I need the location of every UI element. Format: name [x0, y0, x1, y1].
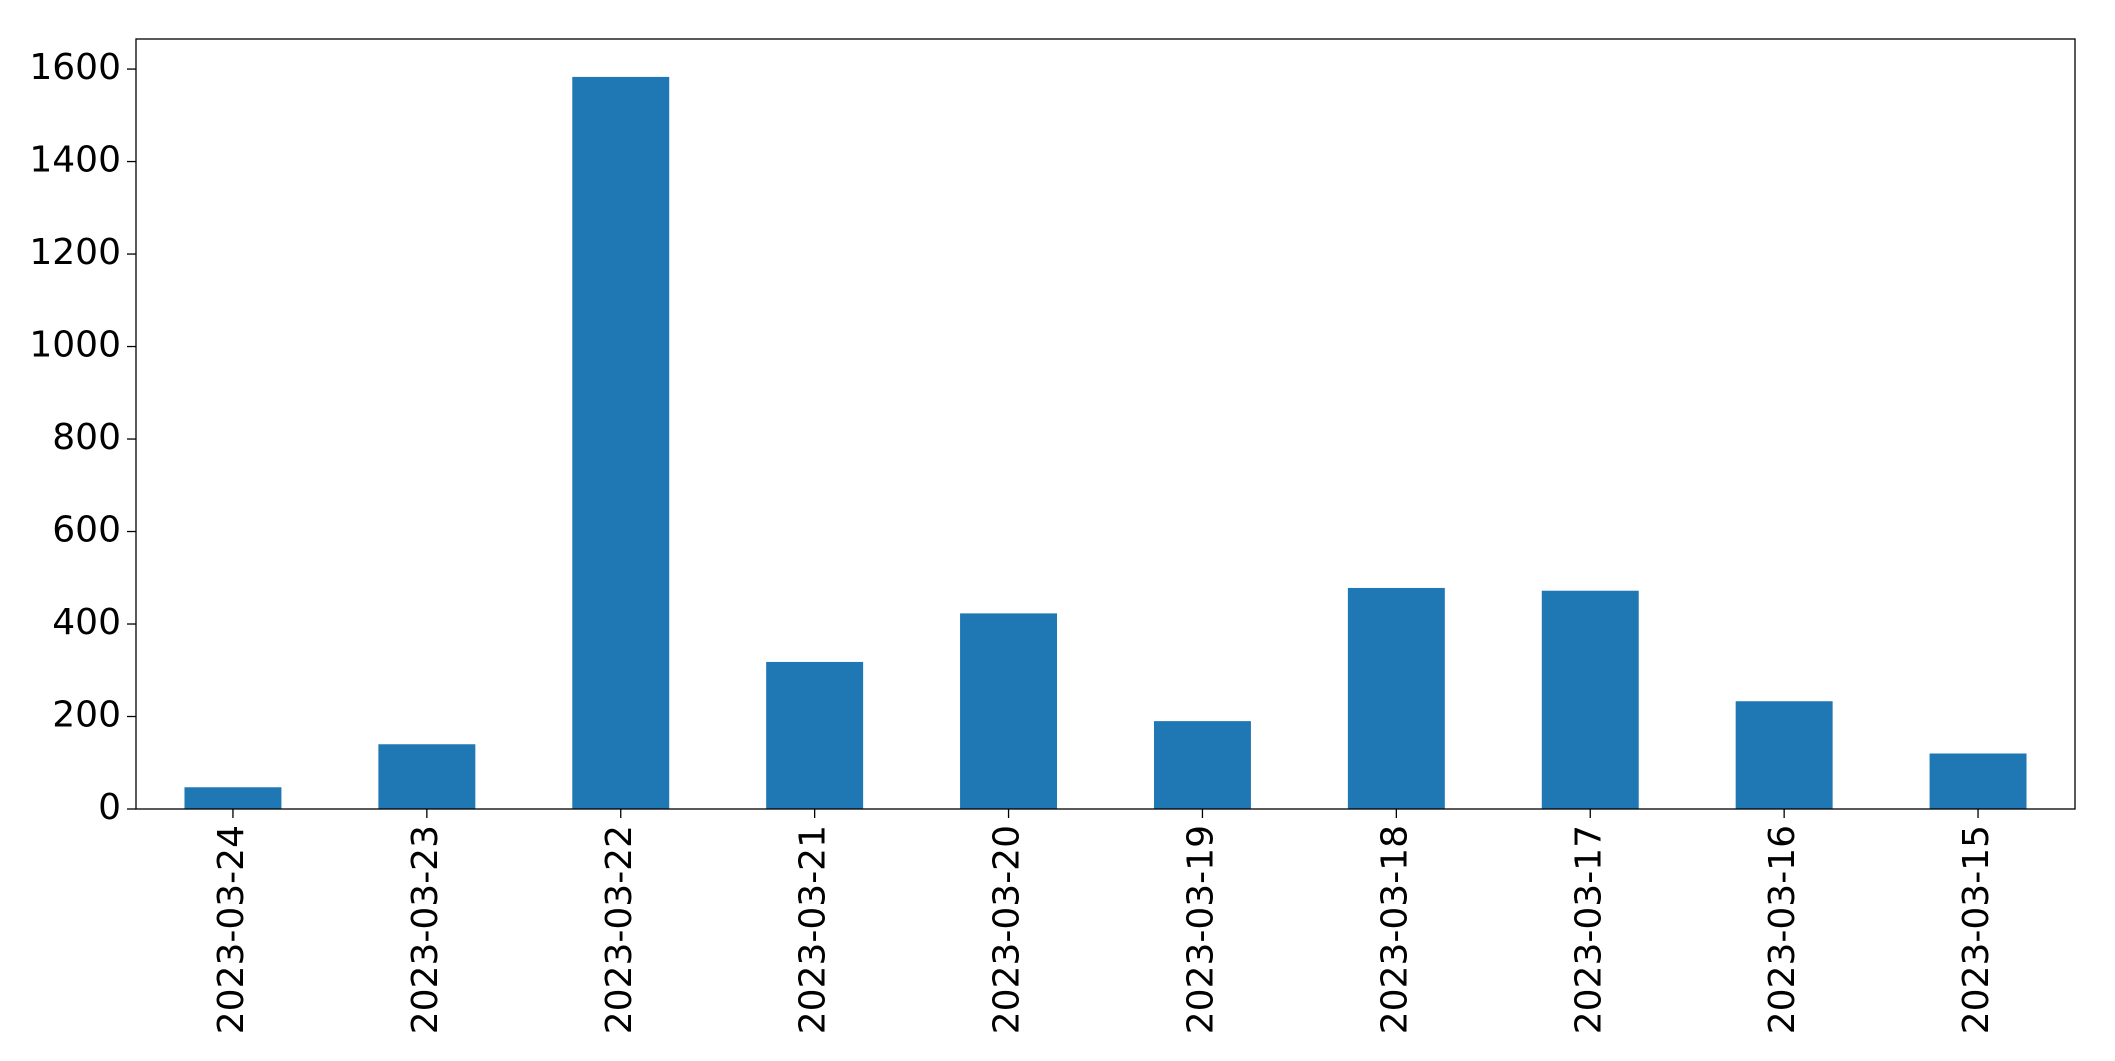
- y-tick-label: 400: [52, 602, 121, 643]
- bar: [1153, 721, 1251, 809]
- x-tick-label: 2023-03-16: [1762, 825, 1803, 1034]
- x-tick-label: 2023-03-15: [1956, 825, 1997, 1034]
- y-tick-label: 1600: [29, 47, 121, 88]
- y-tick-label: 200: [52, 695, 121, 736]
- bar: [1735, 701, 1833, 809]
- bar: [960, 613, 1058, 809]
- x-tick-label: 2023-03-21: [793, 825, 834, 1034]
- bar: [1541, 590, 1639, 809]
- y-tick-label: 800: [52, 417, 121, 458]
- y-tick-label: 600: [52, 510, 121, 551]
- bar: [1929, 753, 2027, 809]
- x-tick-label: 2023-03-19: [1180, 825, 1221, 1034]
- x-tick-label: 2023-03-18: [1374, 825, 1415, 1034]
- bar: [766, 661, 864, 809]
- x-tick-label: 2023-03-23: [405, 825, 446, 1034]
- y-tick-label: 1400: [29, 140, 121, 181]
- x-tick-label: 2023-03-20: [987, 825, 1028, 1034]
- bar: [1347, 587, 1445, 809]
- y-tick-label: 1200: [29, 232, 121, 273]
- plot-frame: [135, 38, 2076, 810]
- y-tick-label: 1000: [29, 325, 121, 366]
- x-tick-label: 2023-03-22: [599, 825, 640, 1034]
- bar: [378, 744, 476, 809]
- x-tick-label: 2023-03-24: [211, 825, 252, 1034]
- bar: [572, 76, 670, 809]
- x-tick-label: 2023-03-17: [1568, 825, 1609, 1034]
- y-tick-label: 0: [98, 787, 121, 828]
- bar: [184, 787, 282, 809]
